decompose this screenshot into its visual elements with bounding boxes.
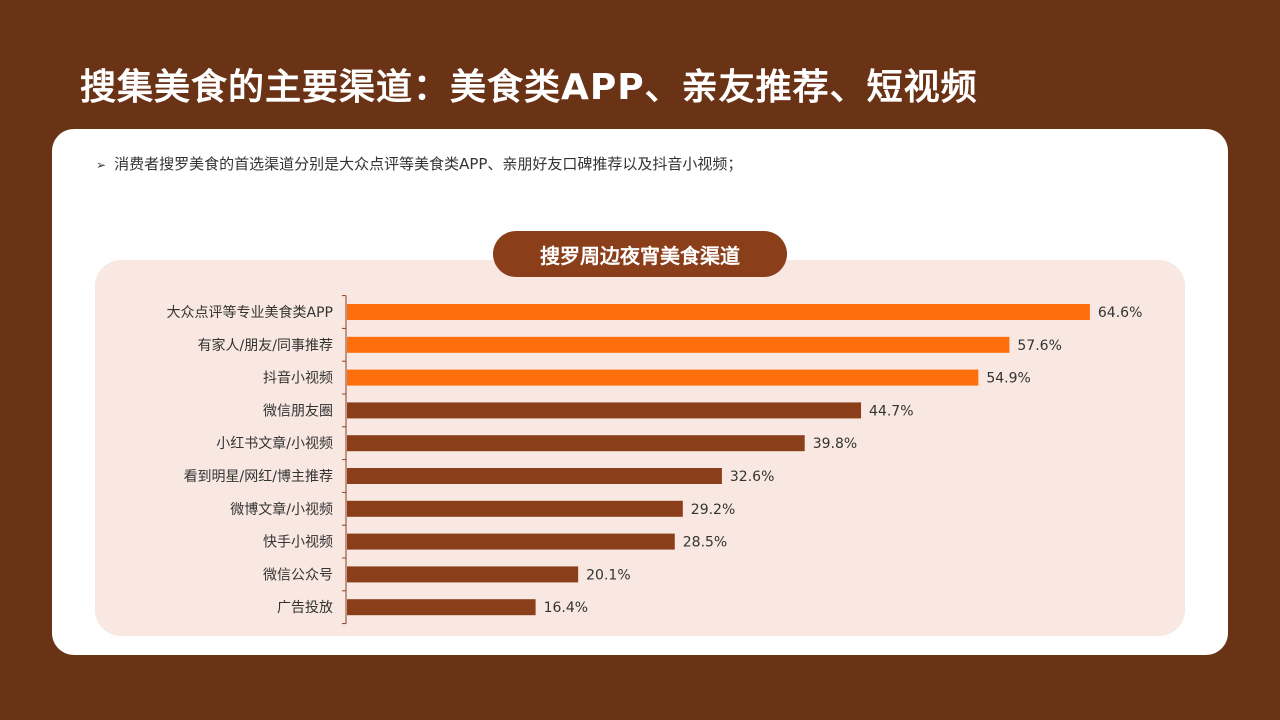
content-card: ➢ 消费者搜罗美食的首选渠道分别是大众点评等美食类APP、亲朋好友口碑推荐以及抖音…: [52, 129, 1228, 655]
data-label: 28.5%: [683, 535, 727, 551]
arrow-bullet-icon: ➢: [96, 158, 107, 172]
category-label: 广告投放: [277, 600, 333, 616]
category-label: 微信朋友圈: [263, 403, 333, 419]
category-label: 微信公众号: [263, 567, 333, 583]
chart-title: 搜罗周边夜宵美食渠道: [493, 231, 787, 277]
bar: [347, 468, 722, 484]
bar: [347, 533, 675, 550]
bar: [347, 402, 862, 419]
data-label: 20.1%: [586, 567, 630, 583]
summary-text: 消费者搜罗美食的首选渠道分别是大众点评等美食类APP、亲朋好友口碑推荐以及抖音小…: [114, 155, 743, 173]
data-label: 57.6%: [1017, 338, 1061, 354]
category-label: 微博文章/小视频: [230, 501, 333, 518]
data-label: 54.9%: [986, 371, 1030, 387]
data-label: 44.7%: [869, 403, 913, 419]
bar: [347, 369, 979, 386]
data-label: 32.6%: [730, 469, 774, 485]
bar: [347, 435, 805, 452]
bar: [347, 500, 683, 517]
category-label: 抖音小视频: [263, 370, 333, 387]
category-label: 小红书文章/小视频: [216, 435, 333, 452]
bar: [347, 599, 536, 616]
page-title: 搜集美食的主要渠道：美食类APP、亲友推荐、短视频: [80, 67, 978, 108]
bar: [347, 304, 1090, 320]
category-label: 大众点评等专业美食类APP: [167, 304, 333, 321]
bar: [347, 336, 1010, 353]
bar: [347, 566, 579, 583]
data-label: 16.4%: [544, 600, 588, 616]
summary-bullet: ➢ 消费者搜罗美食的首选渠道分别是大众点评等美食类APP、亲朋好友口碑推荐以及抖音…: [96, 153, 742, 174]
data-label: 29.2%: [691, 502, 735, 518]
data-label: 64.6%: [1098, 305, 1142, 321]
category-label: 看到明星/网红/博主推荐: [184, 468, 333, 485]
category-label: 快手小视频: [263, 535, 333, 551]
category-label: 有家人/朋友/同事推荐: [198, 337, 333, 354]
data-label: 39.8%: [813, 436, 857, 452]
